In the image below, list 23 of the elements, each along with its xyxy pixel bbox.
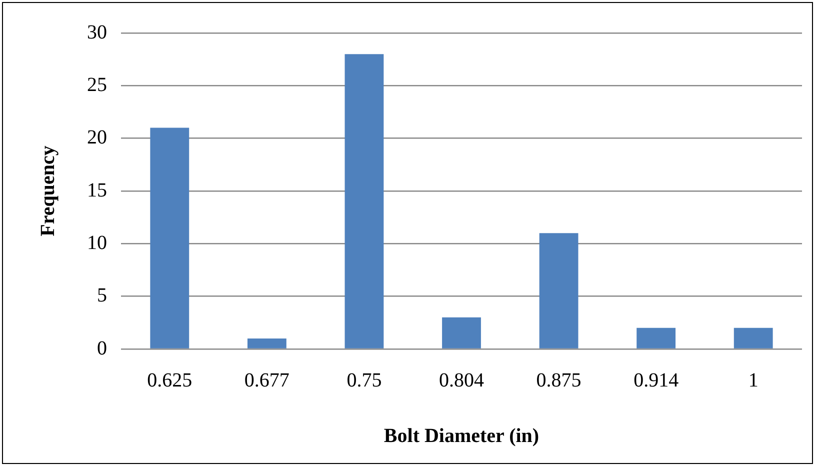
y-tick-label: 20 <box>87 126 107 149</box>
x-tick-label: 0.625 <box>147 369 192 392</box>
x-axis-title: Bolt Diameter (in) <box>384 425 540 448</box>
x-tick-label: 0.75 <box>346 369 382 392</box>
bar <box>636 328 676 348</box>
x-tick-label: 0.804 <box>439 369 484 392</box>
x-tick-label: 0.875 <box>536 369 582 392</box>
y-axis-title: Frequency <box>37 146 60 236</box>
x-tick-label: 0.677 <box>244 369 290 392</box>
bar <box>344 54 384 348</box>
bar <box>442 317 481 348</box>
bar <box>150 128 190 348</box>
x-tick-label: 1 <box>748 369 758 392</box>
bar <box>734 328 773 348</box>
y-tick-label: 30 <box>87 21 107 44</box>
y-tick-label: 5 <box>97 284 107 307</box>
y-tick-label: 0 <box>97 337 107 360</box>
x-tick-label: 0.914 <box>634 369 679 392</box>
y-tick-label: 15 <box>87 179 107 202</box>
y-tick-label: 25 <box>87 74 107 96</box>
y-tick-label: 10 <box>87 232 107 254</box>
bar <box>539 233 578 348</box>
bar <box>247 338 286 348</box>
